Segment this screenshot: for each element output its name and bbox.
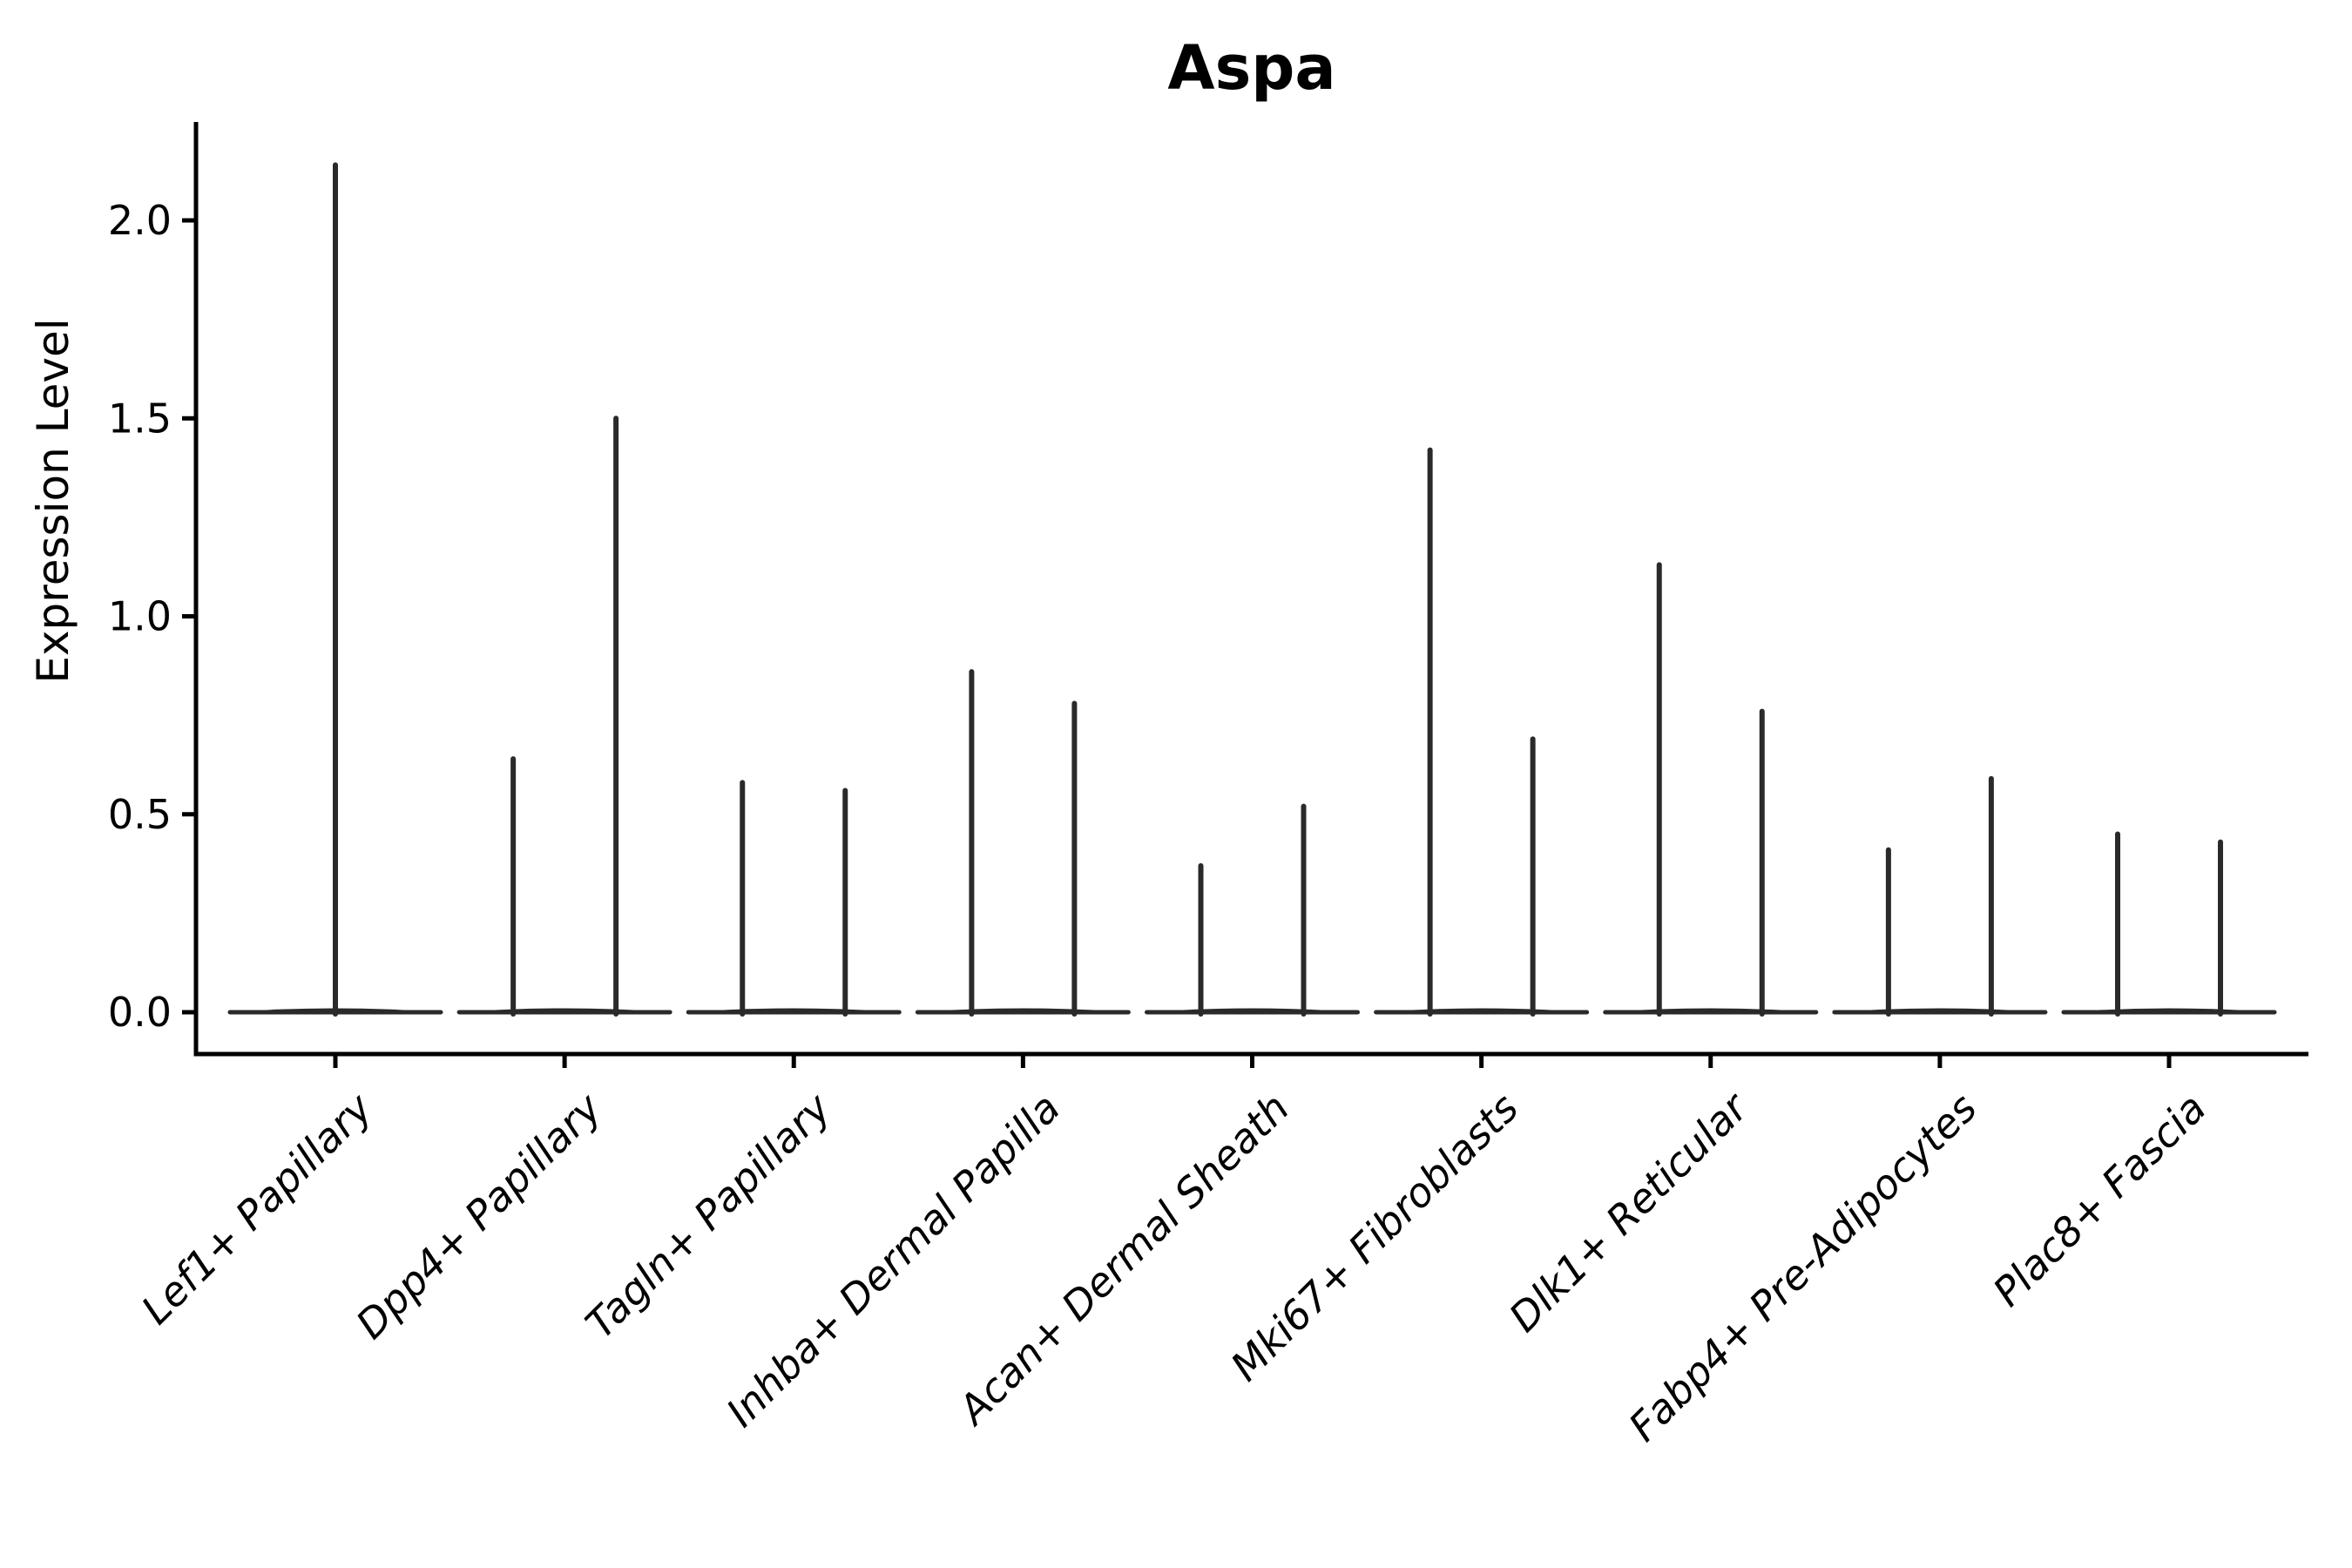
y-tick-label: 1.0 [108,593,172,640]
y-tick-label: 0.0 [108,989,172,1036]
violin [915,669,1131,1017]
violin [2061,831,2277,1017]
violin [227,162,443,1017]
x-tick-label: Dpp4+ Papillary [347,1084,611,1348]
violin [1374,447,1590,1017]
violin [686,780,902,1017]
x-tick-label: Dlk1+ Reticular [1500,1082,1759,1341]
x-tick-label: Tagln+ Papillary [577,1084,841,1348]
y-tick-label: 2.0 [108,197,172,244]
violin [456,416,672,1017]
violin-series [227,162,2277,1017]
y-axis-label: Expression Level [28,318,78,683]
x-tick-label: Lef1+ Papillary [132,1084,382,1333]
violin [1145,803,1360,1017]
chart-title: Aspa [1167,32,1335,104]
y-tick-label: 1.5 [108,395,172,442]
x-tick-label: Plac8+ Fascia [1984,1085,2214,1315]
y-tick-label: 0.5 [108,791,172,838]
violin [1832,775,2048,1017]
violin [1603,562,1819,1017]
